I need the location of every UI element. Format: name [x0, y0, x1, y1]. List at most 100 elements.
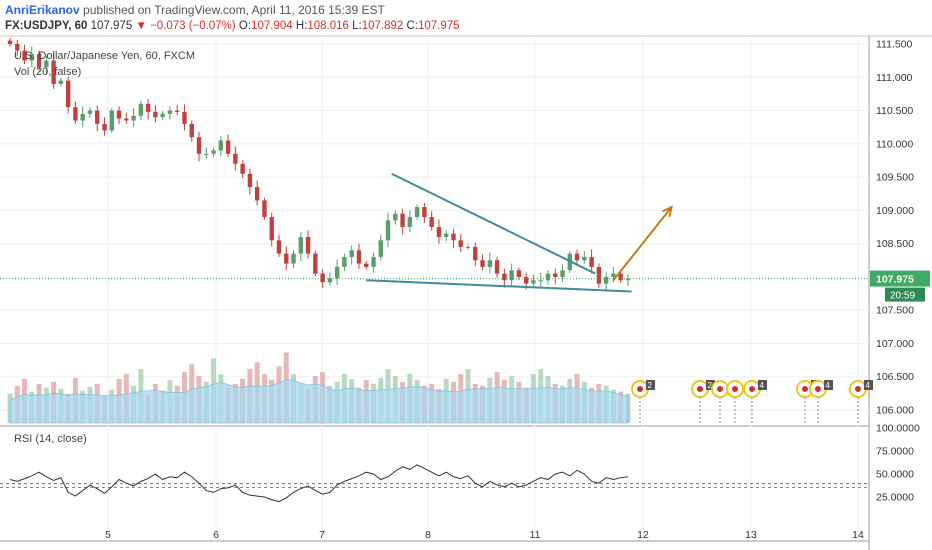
candle-body: [371, 256, 376, 267]
candle-body: [175, 110, 180, 112]
candle-body: [254, 187, 260, 201]
price-tick-label: 111.000: [876, 72, 913, 84]
candle-body: [305, 236, 311, 254]
event-count-text: 4: [826, 381, 831, 390]
event-count-text: 4: [760, 381, 765, 390]
candle-body: [458, 240, 463, 247]
rsi-tick-label: 100.0000: [876, 423, 920, 435]
candle-body: [356, 250, 362, 264]
candle-body: [487, 260, 493, 267]
published-text: published on TradingView.com, April 11, …: [83, 3, 385, 17]
candle-body: [65, 80, 71, 108]
event-count-badge: [824, 380, 833, 390]
candle-body: [414, 207, 420, 218]
candle-body: [269, 217, 274, 241]
event-count-badge: [758, 380, 767, 390]
event-count-badge: [646, 380, 655, 390]
candle-body: [102, 123, 107, 131]
close-label: C:: [406, 20, 418, 32]
candle-body: [574, 253, 580, 261]
candle-body: [284, 253, 289, 264]
countdown-text: 20:59: [890, 291, 915, 302]
rsi-line: [9, 464, 629, 503]
x-tick-label: 14: [852, 529, 864, 541]
candle-body: [393, 213, 398, 221]
candle-body: [29, 53, 35, 61]
price-tick-label: 111.500: [876, 39, 913, 51]
candle-body: [80, 113, 85, 121]
candle-body: [349, 250, 354, 257]
rsi-tick-label: 50.0000: [876, 469, 914, 481]
candle-body: [407, 217, 413, 227]
publish-header: AnriErikanov published on TradingView.co…: [5, 3, 385, 17]
candle-body: [291, 253, 296, 264]
candle-body: [36, 53, 42, 68]
candle-body: [625, 278, 631, 281]
candle-body: [218, 140, 224, 151]
candle-body: [109, 110, 114, 131]
down-arrow-icon: ▼: [135, 20, 147, 32]
trendline-lower: [366, 279, 632, 293]
price-tick-label: 106.500: [876, 371, 914, 383]
candle-body: [131, 115, 136, 121]
candle-body: [385, 220, 391, 241]
candle-body: [553, 273, 558, 277]
candle-body: [596, 266, 602, 284]
candle-body: [15, 44, 20, 51]
candle-body: [233, 153, 238, 164]
event-dot: [637, 386, 643, 392]
x-tick-label: 11: [530, 529, 541, 541]
candle-body: [429, 217, 434, 227]
candle-body: [196, 137, 202, 154]
candle-body: [342, 256, 347, 267]
candle-body: [298, 236, 303, 254]
price-tick-label: 108.500: [876, 238, 914, 250]
candle-body: [451, 233, 456, 241]
rsi-legend: RSI (14, close): [14, 433, 87, 445]
x-tick-label: 7: [319, 529, 325, 541]
candle-body: [204, 153, 209, 155]
event-dot: [802, 386, 808, 392]
event-dot: [697, 386, 703, 392]
candle-body: [189, 123, 194, 138]
candle-body: [247, 173, 253, 188]
candle-body: [516, 270, 522, 277]
candle-body: [473, 246, 478, 261]
last-price: 107.975: [90, 20, 133, 32]
candle-body: [364, 263, 369, 267]
candle-body: [211, 150, 216, 154]
author-link[interactable]: AnriErikanov: [5, 3, 80, 17]
candle-body: [22, 50, 27, 61]
event-dot: [717, 386, 723, 392]
open-value: 107.904: [251, 20, 293, 32]
candle-body: [240, 163, 245, 174]
candle-body: [327, 278, 333, 283]
event-dot: [732, 386, 738, 392]
x-tick-label: 8: [425, 529, 431, 541]
candle-body: [611, 273, 616, 277]
volume-legend: Vol (20, false): [14, 66, 82, 78]
rsi-tick-label: 25.0000: [876, 492, 914, 504]
candle-body: [160, 113, 165, 118]
candle-body: [531, 280, 536, 284]
candle-body: [545, 273, 551, 281]
event-count-badge: [864, 380, 873, 390]
candle-body: [225, 140, 231, 154]
candle-body: [480, 260, 485, 267]
low-label: L:: [352, 20, 362, 32]
high-value: 108.016: [307, 20, 349, 32]
event-dot: [749, 386, 755, 392]
candle-body: [560, 270, 565, 277]
candle-body: [7, 40, 13, 44]
candle-body: [436, 227, 442, 237]
arrow-head-icon: [662, 205, 674, 218]
candle-body: [538, 280, 543, 282]
series-legend: U.S. Dollar/Japanese Yen, 60, FXCM: [14, 50, 195, 62]
trendline-upper: [391, 172, 596, 275]
candle-body: [182, 111, 187, 124]
candle-body: [523, 276, 529, 284]
price-tick-label: 109.000: [876, 205, 914, 217]
price-tag-text: 107.975: [876, 274, 914, 286]
candle-body: [320, 273, 325, 283]
